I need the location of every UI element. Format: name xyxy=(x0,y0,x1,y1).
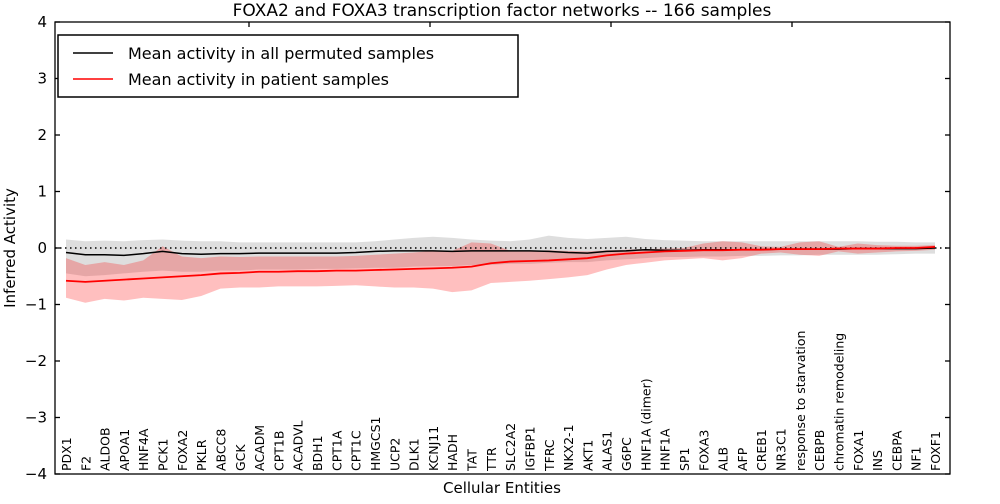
x-tick-label: response to starvation xyxy=(793,331,808,472)
x-axis-label: Cellular Entities xyxy=(443,479,561,497)
x-tick-label: UCP2 xyxy=(387,438,402,471)
x-tick-label: KCNJ11 xyxy=(426,426,441,471)
x-tick-label: CEBPB xyxy=(812,430,827,471)
x-tick-label: IGFBP1 xyxy=(522,426,537,471)
x-tick-label: G6PC xyxy=(619,437,634,471)
y-tick-label: 1 xyxy=(37,183,47,201)
mean-line-patient xyxy=(65,245,936,283)
x-tick-label: INS xyxy=(870,450,885,471)
x-tick-label: ALB xyxy=(716,447,731,471)
x-tick-label: HNF1A xyxy=(658,428,673,471)
x-tick-label: CPT1C xyxy=(349,430,364,471)
x-tick-label: AKT1 xyxy=(580,440,595,471)
x-tick-label: HNF1A (dimer) xyxy=(638,378,653,471)
x-tick-label: CREB1 xyxy=(754,429,769,471)
x-tick-label: APOA1 xyxy=(117,429,132,471)
x-tick-label: FOXF1 xyxy=(928,431,943,471)
x-tick-label: TFRC xyxy=(542,439,557,472)
x-tick-label: CPT1A xyxy=(329,430,344,471)
x-tick-label: ABCC8 xyxy=(213,429,228,471)
y-tick-label: −2 xyxy=(25,352,47,370)
y-tick-label: 2 xyxy=(37,126,47,144)
x-tick-label: TAT xyxy=(465,449,480,472)
chart-title: FOXA2 and FOXA3 transcription factor net… xyxy=(233,1,772,21)
x-tick-label: ACADVL xyxy=(291,420,306,471)
x-tick-label: BDH1 xyxy=(310,435,325,471)
chart-layer: 4 3 2 1 0 −1 −2 −3 −4 PDX1 F2 ALDOB APOA1 HNF4A PCK1 FO… xyxy=(25,13,951,483)
x-tick-label: AFP xyxy=(735,447,750,471)
x-tick-label: GCK xyxy=(233,444,248,471)
legend-box xyxy=(57,34,519,98)
y-axis-label: Inferred Activity xyxy=(1,188,19,308)
y-tick-label: −3 xyxy=(25,409,47,427)
x-tick-label: ALAS1 xyxy=(600,431,615,471)
x-tick-label: ACADM xyxy=(252,425,267,471)
y-tick-label: −4 xyxy=(25,465,47,483)
x-tick-label: HNF4A xyxy=(136,428,151,471)
x-tick-label: PKLR xyxy=(194,439,209,471)
x-tick-label: CPT1B xyxy=(271,431,286,471)
x-tick-label: SP1 xyxy=(677,448,692,471)
x-tick-label: FOXA2 xyxy=(175,430,190,471)
y-tick-label: 0 xyxy=(37,239,47,257)
x-tick-label: chromatin remodeling xyxy=(831,333,846,471)
legend-label-permuted: Mean activity in all permuted samples xyxy=(128,44,434,63)
x-tick-label: CEBPA xyxy=(889,430,904,471)
legend: Mean activity in all permuted samples Me… xyxy=(57,34,519,98)
x-tick-label: ALDOB xyxy=(98,427,113,471)
y-tick-label: −1 xyxy=(25,296,47,314)
x-tick-label: NKX2-1 xyxy=(561,424,576,471)
x-tick-label: NR3C1 xyxy=(774,428,789,471)
x-tick-label: PDX1 xyxy=(59,437,74,471)
x-tick-label: F2 xyxy=(78,456,93,471)
x-tick-label: TTR xyxy=(484,447,499,472)
x-tick-label: PCK1 xyxy=(156,439,171,471)
x-tick-label: DLK1 xyxy=(407,438,422,471)
y-tick-label: 4 xyxy=(37,13,47,31)
band-patient xyxy=(66,241,935,303)
legend-label-patient: Mean activity in patient samples xyxy=(128,70,389,89)
x-tick-label: NF1 xyxy=(909,447,924,472)
band-permuted xyxy=(66,235,935,277)
x-tick-label: HADH xyxy=(445,434,460,471)
x-tick-label: FOXA3 xyxy=(696,430,711,471)
y-tick-label: 3 xyxy=(37,70,47,88)
x-tick-label: FOXA1 xyxy=(851,430,866,471)
x-tick-label: SLC2A2 xyxy=(503,423,518,471)
x-tick-label: HMGCS1 xyxy=(368,417,383,472)
